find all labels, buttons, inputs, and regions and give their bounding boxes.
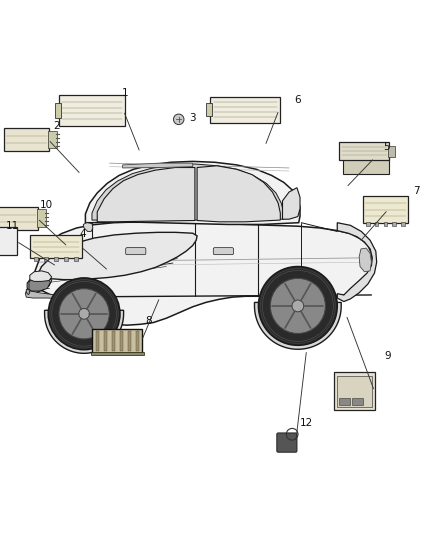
Text: 12: 12 xyxy=(300,418,313,429)
FancyBboxPatch shape xyxy=(92,329,142,353)
FancyBboxPatch shape xyxy=(91,352,144,356)
Bar xyxy=(375,222,378,226)
FancyBboxPatch shape xyxy=(213,248,233,255)
Bar xyxy=(366,222,370,226)
Bar xyxy=(34,257,38,261)
Text: 11: 11 xyxy=(6,221,19,231)
FancyBboxPatch shape xyxy=(334,373,375,410)
Polygon shape xyxy=(45,310,124,353)
FancyBboxPatch shape xyxy=(126,248,146,255)
FancyBboxPatch shape xyxy=(48,131,57,148)
FancyBboxPatch shape xyxy=(37,209,46,227)
FancyBboxPatch shape xyxy=(206,103,212,116)
Circle shape xyxy=(79,309,89,319)
Text: 5: 5 xyxy=(383,142,390,152)
FancyBboxPatch shape xyxy=(30,236,82,258)
Polygon shape xyxy=(36,232,197,288)
Bar xyxy=(54,257,58,261)
Text: 3: 3 xyxy=(189,114,196,124)
Polygon shape xyxy=(283,188,300,219)
FancyBboxPatch shape xyxy=(0,227,18,255)
Polygon shape xyxy=(337,223,377,302)
Polygon shape xyxy=(359,248,371,272)
Bar xyxy=(136,332,139,351)
FancyBboxPatch shape xyxy=(337,376,372,407)
Polygon shape xyxy=(26,289,30,295)
FancyBboxPatch shape xyxy=(210,97,280,123)
Polygon shape xyxy=(85,161,300,224)
Polygon shape xyxy=(31,222,372,325)
FancyBboxPatch shape xyxy=(277,433,297,452)
Bar xyxy=(120,332,123,351)
Text: 4: 4 xyxy=(80,229,87,239)
Bar xyxy=(96,332,99,351)
Text: 9: 9 xyxy=(384,351,391,361)
Polygon shape xyxy=(97,167,195,222)
FancyBboxPatch shape xyxy=(363,196,408,223)
Circle shape xyxy=(258,266,337,345)
Polygon shape xyxy=(92,164,284,220)
Text: 6: 6 xyxy=(294,95,301,105)
Polygon shape xyxy=(83,223,93,231)
Text: 1: 1 xyxy=(121,88,128,99)
Text: 10: 10 xyxy=(39,200,53,210)
Text: 2: 2 xyxy=(53,122,60,131)
FancyBboxPatch shape xyxy=(343,156,389,174)
Text: 7: 7 xyxy=(413,186,420,196)
Bar xyxy=(44,257,48,261)
Circle shape xyxy=(59,289,109,339)
Polygon shape xyxy=(30,271,52,281)
Circle shape xyxy=(48,278,120,350)
Bar xyxy=(339,398,350,405)
Circle shape xyxy=(173,114,184,125)
Bar xyxy=(392,222,396,226)
FancyBboxPatch shape xyxy=(4,128,49,151)
FancyBboxPatch shape xyxy=(60,95,124,126)
Bar xyxy=(64,257,68,261)
FancyBboxPatch shape xyxy=(54,103,60,118)
FancyBboxPatch shape xyxy=(388,146,395,157)
Bar xyxy=(384,222,387,226)
Bar xyxy=(112,332,115,351)
Polygon shape xyxy=(197,166,280,222)
Bar xyxy=(352,398,363,405)
Bar xyxy=(128,332,131,351)
Polygon shape xyxy=(27,276,52,293)
Circle shape xyxy=(270,278,325,334)
Bar xyxy=(401,222,405,226)
Bar xyxy=(74,257,78,261)
Polygon shape xyxy=(123,163,193,168)
Circle shape xyxy=(292,300,304,312)
Bar xyxy=(104,332,107,351)
Polygon shape xyxy=(29,278,50,291)
FancyBboxPatch shape xyxy=(0,207,39,230)
Text: 8: 8 xyxy=(145,316,152,326)
Polygon shape xyxy=(254,302,341,349)
Polygon shape xyxy=(25,291,79,301)
FancyBboxPatch shape xyxy=(339,142,389,160)
